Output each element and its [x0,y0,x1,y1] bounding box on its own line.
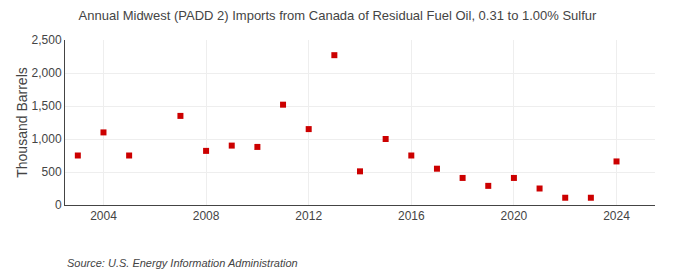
svg-text:1,000: 1,000 [32,132,62,146]
svg-text:2020: 2020 [501,209,528,223]
svg-text:2,000: 2,000 [32,66,62,80]
svg-text:Source: U.S. Energy Informatio: Source: U.S. Energy Information Administ… [67,257,298,269]
svg-text:2004: 2004 [90,209,117,223]
svg-text:500: 500 [42,165,62,179]
svg-text:2016: 2016 [398,209,425,223]
svg-text:0: 0 [55,198,62,212]
svg-text:2012: 2012 [295,209,322,223]
svg-text:Thousand Barrels: Thousand Barrels [14,67,30,178]
svg-text:Annual Midwest (PADD 2) Import: Annual Midwest (PADD 2) Imports from Can… [79,8,597,23]
svg-text:1,500: 1,500 [32,99,62,113]
svg-text:2,500: 2,500 [32,33,62,47]
svg-text:2024: 2024 [603,209,630,223]
svg-text:2008: 2008 [193,209,220,223]
